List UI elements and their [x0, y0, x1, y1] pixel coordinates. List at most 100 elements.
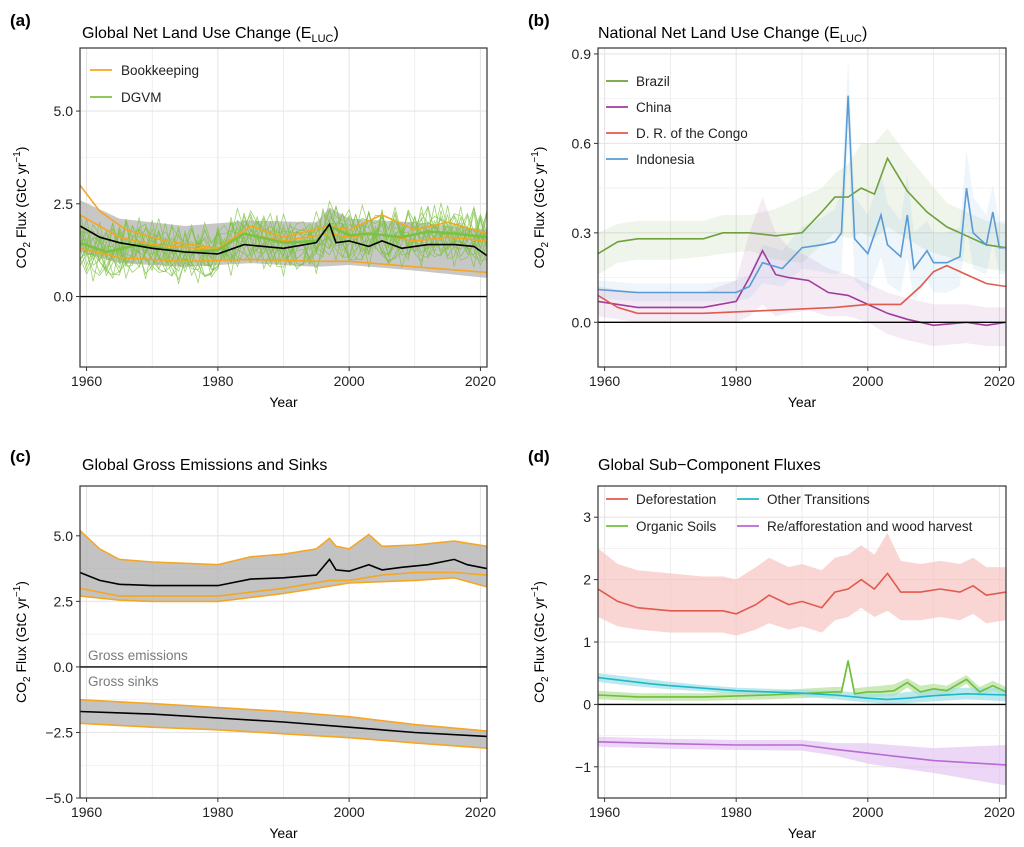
plot-frame: [79, 47, 488, 368]
y-tick-label: 5.0: [54, 103, 74, 119]
panel-letter: (b): [528, 11, 550, 30]
bookkeeping-line: [80, 571, 487, 597]
x-axis-label: Year: [269, 394, 298, 410]
dgvm-model-line: [80, 199, 487, 250]
y-tick-label: 0.9: [572, 46, 592, 62]
x-axis-label: Year: [788, 825, 817, 841]
bookkeeping-line: [80, 184, 487, 250]
y-tick-label: 2.5: [54, 196, 74, 212]
dgvm-model-line: [80, 224, 487, 277]
legend-label: Re/afforestation and wood harvest: [767, 519, 973, 534]
bookkeeping-line: [80, 722, 487, 749]
plot-area: [598, 59, 1006, 347]
panel-b: (b) National Net Land Use Change (ELUC) Br…: [528, 11, 1015, 410]
uncertainty-band: [598, 59, 1006, 302]
x-tick-label: 1960: [589, 373, 620, 389]
uncertainty-band: [598, 197, 1006, 347]
y-tick-label: −1: [575, 759, 591, 775]
panel-letter: (d): [528, 447, 550, 466]
annotation-gross-emissions: Gross emissions: [88, 648, 188, 663]
panel-title: Global Sub−Component Fluxes: [598, 457, 821, 474]
series-line: [598, 264, 1006, 315]
plot-frame: [597, 47, 1007, 368]
plot-frame: [79, 485, 488, 799]
legend: Bookkeeping DGVM: [90, 63, 199, 105]
series-line: [598, 95, 1006, 294]
y-axis-label: CO2 Flux (GtC yr−1): [12, 581, 33, 703]
x-tick-label: 1960: [71, 373, 102, 389]
panel-a: (a) Global Net Land Use Change (ELUC) Book…: [10, 11, 496, 410]
dgvm-model-line: [80, 209, 487, 257]
y-tick-label: 0.0: [54, 289, 74, 305]
y-tick-label: 0.0: [572, 314, 592, 330]
sinks-band: [80, 699, 487, 749]
legend-label: Organic Soils: [636, 519, 717, 534]
legend-label: Other Transitions: [767, 492, 870, 507]
legend-label: Indonesia: [636, 152, 695, 167]
legend-label: Deforestation: [636, 492, 716, 507]
x-tick-label: 2000: [334, 804, 365, 820]
uncertainty-band: [80, 200, 487, 278]
y-axis-label: CO2 Flux (GtC yr−1): [530, 147, 551, 269]
mean-line: [80, 222, 487, 257]
x-axis-label: Year: [788, 394, 817, 410]
legend-label: Bookkeeping: [121, 63, 199, 78]
y-tick-label: −2.5: [45, 724, 73, 740]
uncertainty-band: [598, 736, 1006, 786]
dgvm-mean-line: [80, 224, 487, 254]
panel-title: National Net Land Use Change (ELUC): [598, 25, 867, 45]
x-tick-label: 1980: [202, 804, 233, 820]
legend-label: D. R. of the Congo: [636, 126, 748, 141]
x-axis-label: Year: [269, 825, 298, 841]
panel-title: Global Net Land Use Change (ELUC): [82, 25, 339, 45]
panel-letter: (c): [10, 447, 31, 466]
panel-title: Global Gross Emissions and Sinks: [82, 457, 327, 474]
dgvm-model-line: [80, 229, 487, 285]
legend-label: DGVM: [121, 90, 162, 105]
panel-c: (c) Global Gross Emissions and Sinks Gross…: [10, 447, 496, 841]
x-tick-label: 1980: [721, 373, 752, 389]
y-tick-label: 5.0: [54, 528, 74, 544]
x-tick-label: 2020: [984, 804, 1015, 820]
x-tick-label: 1960: [71, 804, 102, 820]
x-tick-label: 2000: [852, 804, 883, 820]
gridlines: [598, 48, 1006, 367]
bookkeeping-line: [80, 698, 487, 732]
series-line: [598, 248, 1006, 327]
y-tick-label: 1: [583, 634, 591, 650]
y-axis-label: CO2 Flux (GtC yr−1): [12, 147, 33, 269]
mean-line: [80, 710, 487, 738]
plot-area: [80, 184, 487, 285]
legend: Deforestation Organic Soils Other Transiti…: [606, 492, 973, 534]
y-tick-label: 0.6: [572, 135, 592, 151]
series-line: [598, 156, 1006, 255]
x-tick-label: 2000: [852, 373, 883, 389]
y-axis-label: CO2 Flux (GtC yr−1): [530, 581, 551, 703]
panel-letter: (a): [10, 11, 31, 30]
y-tick-label: 0.0: [54, 659, 74, 675]
x-tick-label: 1980: [202, 373, 233, 389]
y-tick-label: 0: [583, 696, 591, 712]
y-tick-label: 0.3: [572, 225, 592, 241]
y-tick-label: 2.5: [54, 593, 74, 609]
bookkeeping-line: [80, 247, 487, 274]
x-tick-label: 2000: [334, 373, 365, 389]
x-tick-label: 2020: [984, 373, 1015, 389]
annotation-gross-sinks: Gross sinks: [88, 674, 159, 689]
x-tick-label: 2020: [465, 804, 496, 820]
panel-d: (d) Global Sub−Component Fluxes Deforestat…: [528, 447, 1015, 841]
mean-line: [80, 558, 487, 587]
gridlines: [80, 486, 487, 799]
bookkeeping-line: [80, 214, 487, 252]
plot-area: [80, 530, 487, 749]
uncertainty-band: [598, 673, 1006, 704]
bookkeeping-line: [80, 530, 487, 566]
y-tick-label: 3: [583, 509, 591, 525]
x-tick-label: 1960: [589, 804, 620, 820]
bookkeeping-line: [80, 576, 487, 603]
legend-label: Brazil: [636, 74, 670, 89]
y-tick-label: 2: [583, 572, 591, 588]
legend: Brazil China D. R. of the Congo Indonesia: [606, 74, 748, 167]
legend-label: China: [636, 100, 672, 115]
